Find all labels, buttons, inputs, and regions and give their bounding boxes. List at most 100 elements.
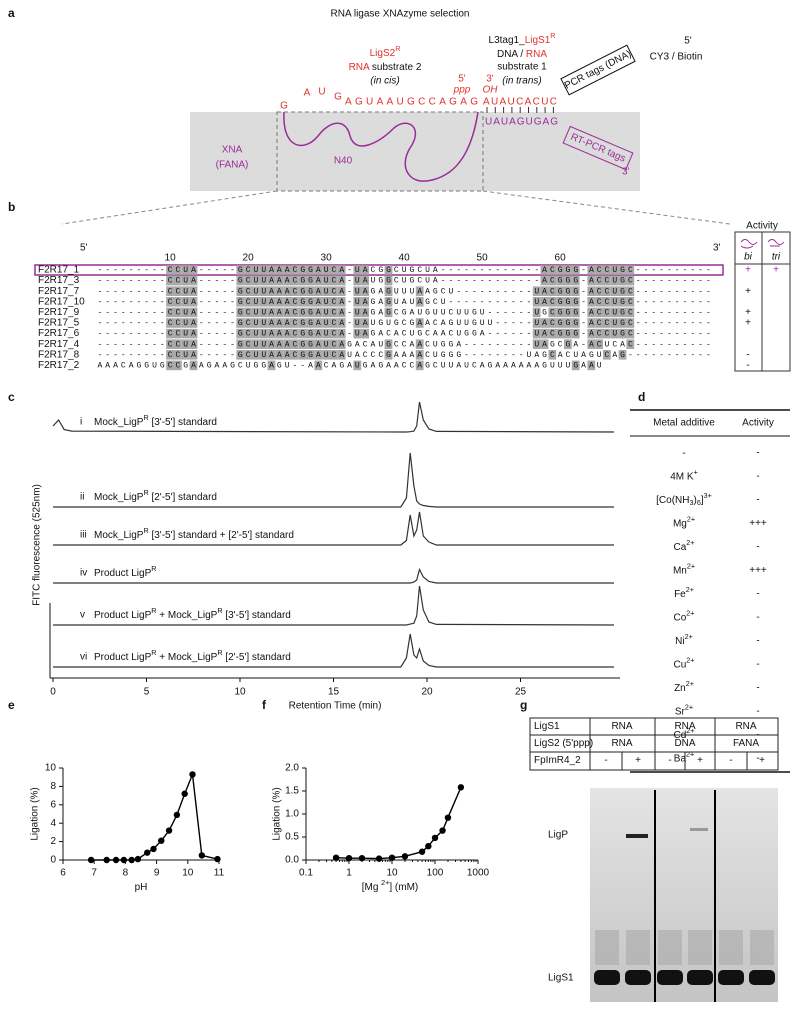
conserved-cell <box>548 350 557 360</box>
conserved-cell <box>595 328 603 339</box>
conserved-cell <box>330 328 338 339</box>
text-part: 2+ <box>685 702 693 711</box>
text-part: 2+ <box>686 538 694 547</box>
text-part: R <box>143 488 148 497</box>
metal-name: Cu2+ <box>674 655 695 670</box>
gel-cell: RNA <box>611 738 632 749</box>
trace-label: Mock_LigPR [3'-5'] standard <box>94 413 217 428</box>
conserved-cell <box>564 275 572 286</box>
text-part: [Co(NH <box>656 495 689 506</box>
text-part: 2+ <box>686 655 694 664</box>
clone-name: F2R17_2 <box>38 360 80 371</box>
conserved-cell <box>189 265 198 275</box>
conserved-cell <box>330 307 338 318</box>
text-part: + <box>694 467 698 476</box>
conserved-cell <box>603 307 611 318</box>
metal-name: Zn2+ <box>674 679 694 694</box>
conserved-cell <box>267 350 276 360</box>
activity-mark: + <box>745 286 751 297</box>
conserved-cell <box>415 286 424 296</box>
conserved-cell <box>283 307 291 318</box>
conserved-cell <box>610 318 619 328</box>
panel-label: b <box>8 200 15 214</box>
conserved-cell <box>322 318 330 328</box>
conserved-cell <box>252 350 260 360</box>
conserved-cell <box>291 350 299 360</box>
conserved-cell <box>595 307 603 318</box>
conserved-cell <box>314 265 323 275</box>
x-tick-label: 5 <box>144 687 150 698</box>
sequence: UAUAGUGAG <box>485 117 558 128</box>
conserved-cell <box>415 350 424 360</box>
conserved-cell <box>174 307 182 318</box>
conserved-cell <box>314 297 323 307</box>
text-part: Mock_LigP <box>94 530 144 541</box>
conserved-cell <box>267 286 276 296</box>
conserved-cell <box>415 297 424 307</box>
metal-name: 4M K+ <box>670 467 698 482</box>
conserved-cell <box>306 286 315 296</box>
position-label: 60 <box>555 253 567 264</box>
conserved-cell <box>564 339 572 349</box>
trace-label: Mock_LigPR [3'-5'] standard + [2'-5'] st… <box>94 526 294 541</box>
conserved-cell <box>166 339 174 349</box>
conserved-cell <box>267 275 276 286</box>
metal-name: Mg2+ <box>673 514 695 529</box>
conserved-cell <box>610 297 619 307</box>
text-part: Cd <box>674 730 687 741</box>
conserved-cell <box>236 328 245 339</box>
text-part: [2'-5'] standard <box>149 492 217 503</box>
gel-cell: RNA <box>735 721 756 732</box>
conserved-cell <box>291 286 299 296</box>
trace <box>53 633 614 668</box>
conserved-cell <box>244 350 252 360</box>
conserved-cell <box>571 265 580 275</box>
conserved-cell <box>337 339 346 349</box>
conserved-cell <box>236 297 245 307</box>
conserved-cell <box>259 286 268 296</box>
conserved-cell <box>298 339 307 349</box>
data-point <box>358 854 366 862</box>
end-label: 5' <box>684 36 692 47</box>
x-tick-label: 25 <box>515 687 527 698</box>
activity-mark: - <box>746 349 749 360</box>
conserved-cell <box>275 297 284 307</box>
activity-value: - <box>756 542 759 553</box>
text-part: [2'-5'] standard <box>223 652 291 663</box>
text-part: RNA <box>349 62 370 73</box>
panel-label: g <box>520 698 527 712</box>
conserved-cell <box>532 286 541 296</box>
conserved-cell <box>353 318 362 328</box>
text-part: R <box>217 648 222 657</box>
panel-label: d <box>638 390 645 404</box>
conserved-cell <box>353 307 362 318</box>
conserved-cell <box>610 265 619 275</box>
text-part: ] <box>701 495 704 506</box>
text-part: RNA <box>526 49 547 60</box>
conserved-cell <box>548 265 557 275</box>
conserved-cell <box>571 275 580 286</box>
conserved-cell <box>275 350 284 360</box>
conserved-cell <box>236 307 245 318</box>
y-tick-label: 1.0 <box>285 809 299 820</box>
y-tick-label: 0.0 <box>285 855 299 866</box>
text-part: [3'-5'] standard <box>149 417 217 428</box>
conserved-cell <box>626 339 635 349</box>
y-tick-label: 8 <box>50 781 56 792</box>
conserved-cell <box>314 360 323 371</box>
conserved-cell <box>267 339 276 349</box>
conserved-cell <box>532 318 541 328</box>
data-point <box>425 843 432 850</box>
conserved-cell <box>267 360 276 371</box>
activity-value: - <box>756 683 759 694</box>
conserved-cell <box>189 350 198 360</box>
data-point <box>401 853 409 860</box>
trace-numeral: vi <box>80 652 87 663</box>
conserved-cell <box>298 307 307 318</box>
x-tick-label: 9 <box>154 868 160 879</box>
y-tick-label: 0 <box>50 855 56 866</box>
panel-label: a <box>8 6 15 20</box>
zoom-line <box>61 190 278 225</box>
text-part: Sr <box>675 706 686 717</box>
conserved-cell <box>174 265 182 275</box>
